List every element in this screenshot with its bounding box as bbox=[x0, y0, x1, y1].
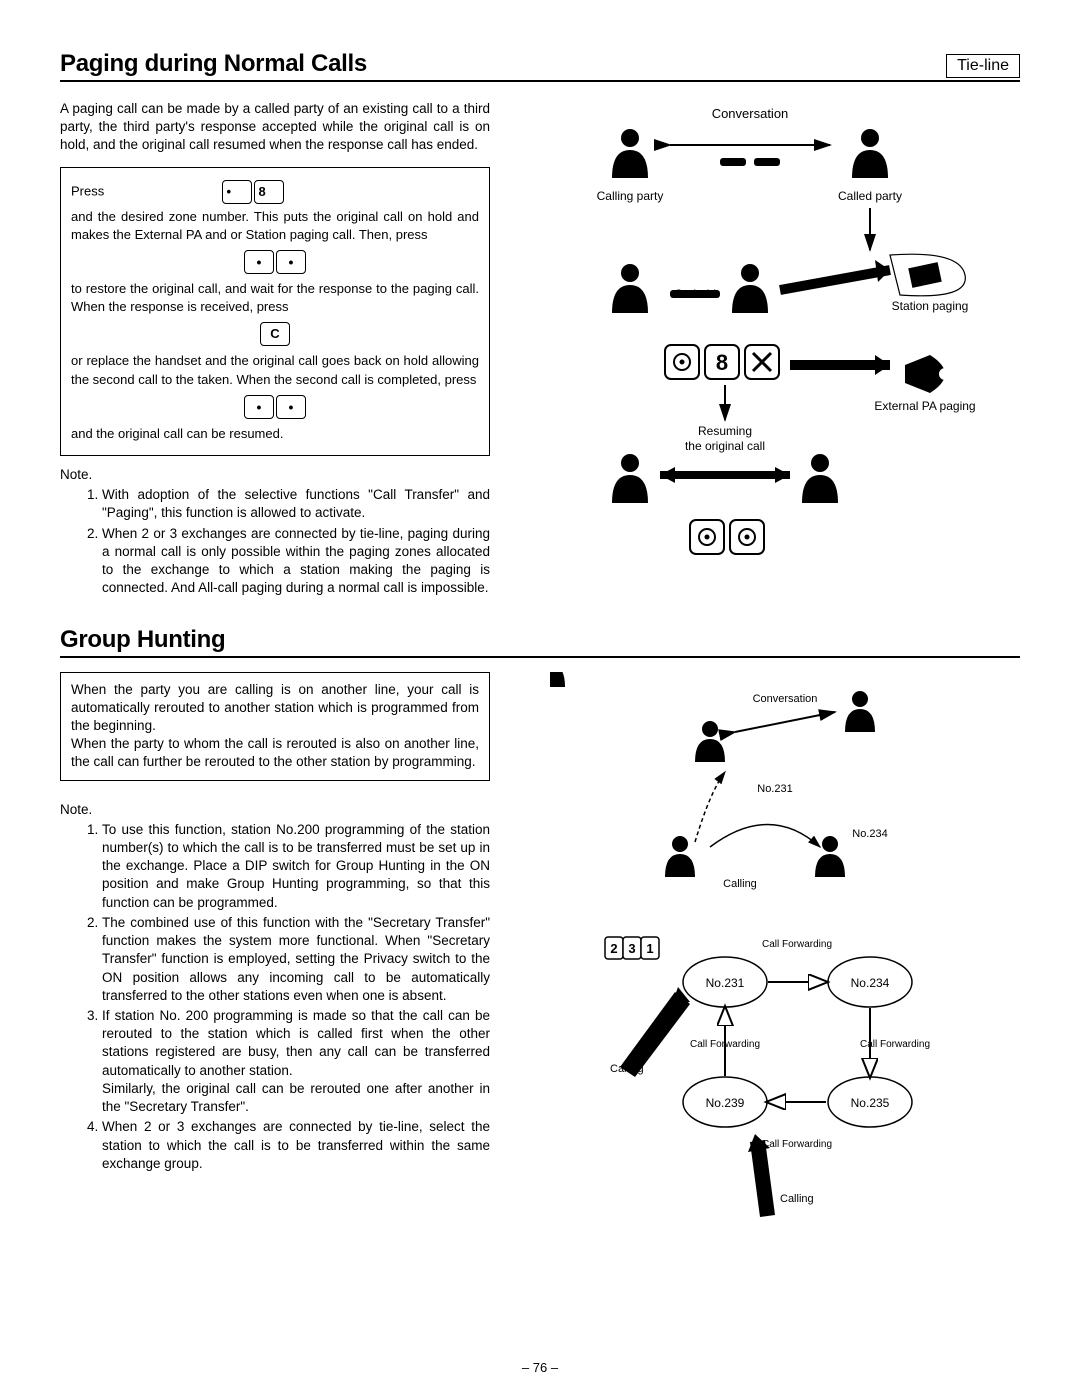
section1-diagram-col: Conversation Calling party Called party … bbox=[510, 100, 1020, 600]
label-external-pa: External PA paging bbox=[874, 399, 975, 413]
proc-step1: and the desired zone number. This puts t… bbox=[71, 208, 479, 244]
note-item: To use this function, station No.200 pro… bbox=[102, 821, 490, 912]
paging-diagram: Conversation Calling party Called party … bbox=[550, 100, 980, 580]
note-item: The combined use of this function with t… bbox=[102, 914, 490, 1005]
label-cf-3: Call Forwarding bbox=[860, 1039, 930, 1050]
page: Paging during Normal Calls Tie-line A pa… bbox=[0, 0, 1080, 1397]
svg-text:2: 2 bbox=[610, 941, 617, 956]
procedure-box: Press •8 and the desired zone number. Th… bbox=[60, 167, 490, 456]
key-c: C bbox=[260, 322, 290, 346]
svg-text:8: 8 bbox=[716, 350, 728, 375]
note-item: When 2 or 3 exchanges are connected by t… bbox=[102, 525, 490, 598]
group-hunting-desc: When the party you are calling is on ano… bbox=[60, 672, 490, 781]
proc-step3: or replace the handset and the original … bbox=[71, 352, 479, 388]
label-station-paging: Station paging bbox=[892, 299, 969, 313]
key-dot-icon bbox=[276, 395, 306, 419]
section2-body: When the party you are calling is on ano… bbox=[60, 672, 1020, 1232]
label-no234: No.234 bbox=[852, 828, 887, 840]
note-label-2: Note. bbox=[60, 801, 490, 819]
section2-title: Group Hunting bbox=[60, 626, 1020, 654]
section1-notes: With adoption of the selective functions… bbox=[60, 486, 490, 597]
section2-diagram-col: Conversation No.231 No.234 Calling 2 3 bbox=[510, 672, 1020, 1232]
label-cf-2: Call Forwarding bbox=[690, 1039, 760, 1050]
section2-left: When the party you are calling is on ano… bbox=[60, 672, 490, 1232]
key-dot-icon bbox=[244, 250, 274, 274]
label-calling-3: Calling bbox=[610, 1063, 644, 1075]
key-dot-icon bbox=[244, 395, 274, 419]
node-234: No.234 bbox=[851, 976, 890, 990]
label-calling-4: Calling bbox=[780, 1193, 814, 1205]
section1-title: Paging during Normal Calls bbox=[60, 50, 367, 78]
proc-step2: to restore the original call, and wait f… bbox=[71, 280, 479, 316]
press-label: Press bbox=[71, 183, 104, 198]
page-number: – 76 – bbox=[0, 1360, 1080, 1375]
svg-text:1: 1 bbox=[646, 941, 653, 956]
key-row-2: C bbox=[71, 322, 479, 346]
label-conversation: Conversation bbox=[712, 106, 789, 121]
section2-header: Group Hunting bbox=[60, 626, 1020, 658]
section1-left: A paging call can be made by a called pa… bbox=[60, 100, 490, 600]
note-item: When 2 or 3 exchanges are connected by t… bbox=[102, 1118, 490, 1173]
label-cf-4: Call Forwarding bbox=[762, 1139, 832, 1150]
note-item: If station No. 200 programming is made s… bbox=[102, 1007, 490, 1116]
group-hunting-diagram: Conversation No.231 No.234 Calling 2 3 bbox=[550, 672, 980, 1232]
label-conversation-2: Conversation bbox=[753, 693, 818, 705]
section2-notes: To use this function, station No.200 pro… bbox=[60, 821, 490, 1173]
node-231: No.231 bbox=[706, 976, 745, 990]
label-calling-2: Calling bbox=[723, 878, 757, 890]
label-cf-1: Call Forwarding bbox=[762, 939, 832, 950]
label-called-party: Called party bbox=[838, 189, 902, 203]
desc-para1: When the party you are calling is on ano… bbox=[71, 681, 479, 736]
key-row-1 bbox=[71, 250, 479, 274]
section1-intro: A paging call can be made by a called pa… bbox=[60, 100, 490, 155]
node-235: No.235 bbox=[851, 1096, 890, 1110]
key-8: 8 bbox=[254, 180, 284, 204]
proc-step4: and the original call can be resumed. bbox=[71, 425, 479, 443]
svg-text:3: 3 bbox=[628, 941, 635, 956]
key-dot: • bbox=[222, 180, 252, 204]
label-resuming-line1: Resuming bbox=[698, 424, 752, 438]
node-239: No.239 bbox=[706, 1096, 745, 1110]
note-item: With adoption of the selective functions… bbox=[102, 486, 490, 522]
label-resuming-line2: the original call bbox=[685, 439, 765, 453]
note-label-1: Note. bbox=[60, 466, 490, 484]
desc-para2: When the party to whom the call is rerou… bbox=[71, 735, 479, 771]
section1-header: Paging during Normal Calls Tie-line bbox=[60, 50, 1020, 82]
label-no231: No.231 bbox=[757, 783, 792, 795]
label-calling-party: Calling party bbox=[597, 189, 664, 203]
key-row-3 bbox=[71, 395, 479, 419]
key-dot-icon bbox=[276, 250, 306, 274]
section1-body: A paging call can be made by a called pa… bbox=[60, 100, 1020, 600]
tieline-badge: Tie-line bbox=[946, 54, 1020, 78]
